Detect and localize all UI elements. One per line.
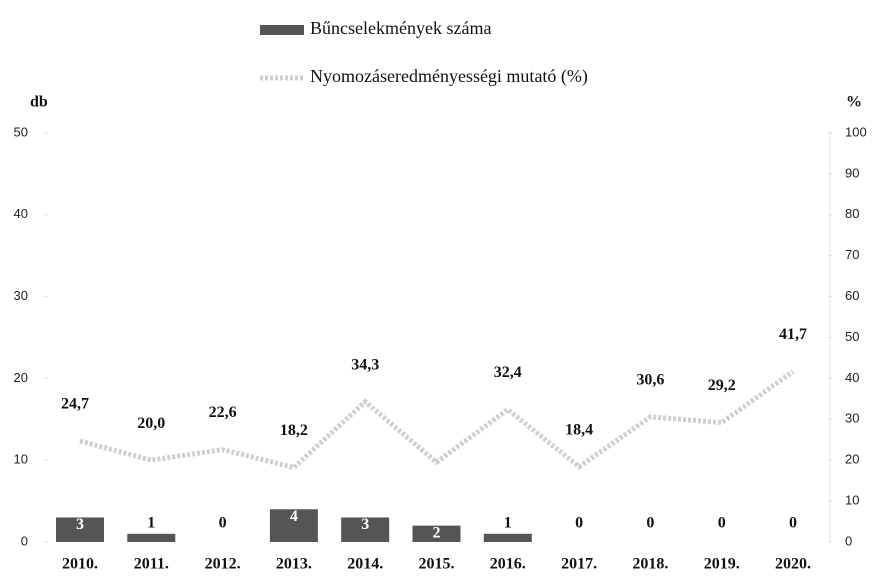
x-tick-label: 2010. — [62, 556, 98, 573]
y2-tick-label: 80 — [845, 206, 859, 221]
x-tick-label: 2012. — [205, 556, 241, 573]
y2-tick-label: 0 — [845, 533, 852, 548]
y2-tick-label: 90 — [845, 165, 859, 180]
bar-value-label: 0 — [789, 515, 797, 532]
bar-value-label: 0 — [219, 515, 227, 532]
y2-tick-label: 40 — [845, 370, 859, 385]
bar-value-label: 3 — [76, 516, 84, 533]
bar-value-label: 3 — [361, 516, 369, 533]
line-value-label: 24,7 — [61, 396, 89, 413]
y2-tick-label: 30 — [845, 411, 859, 426]
y-tick-label: 10 — [14, 452, 28, 467]
x-tick-label: 2016. — [490, 556, 526, 573]
y2-tick-label: 70 — [845, 247, 859, 262]
line-value-label: 32,4 — [494, 364, 522, 381]
bar-value-label: 1 — [147, 515, 155, 532]
y2-axis-title: % — [846, 94, 862, 111]
x-tick-label: 2020. — [775, 556, 811, 573]
bar — [56, 517, 104, 542]
line-value-label: 29,2 — [708, 377, 736, 394]
bar-value-label: 0 — [575, 515, 583, 532]
x-tick-label: 2015. — [419, 556, 455, 573]
line-value-label: 18,2 — [280, 422, 308, 439]
x-tick-label: 2014. — [347, 556, 383, 573]
x-tick-label: 2013. — [276, 556, 312, 573]
bar-value-label: 1 — [504, 515, 512, 532]
y2-tick-label: 10 — [845, 493, 859, 508]
x-tick-label: 2019. — [704, 556, 740, 573]
line-value-label: 41,7 — [779, 326, 807, 343]
y-tick-label: 40 — [14, 206, 28, 221]
legend-label: Nyomozáseredményességi mutató (%) — [310, 66, 588, 87]
bar — [483, 533, 532, 542]
bar-value-label: 2 — [433, 524, 441, 541]
y2-tick-label: 20 — [845, 452, 859, 467]
y-tick-label: 50 — [14, 124, 28, 139]
y2-tick-label: 100 — [845, 124, 867, 139]
line-value-label: 22,6 — [209, 404, 237, 421]
y2-tick-label: 60 — [845, 288, 859, 303]
x-tick-label: 2017. — [561, 556, 597, 573]
bar — [269, 509, 318, 542]
bar — [412, 525, 461, 542]
bar-value-label: 0 — [718, 515, 726, 532]
x-tick-label: 2011. — [134, 556, 169, 573]
x-tick-label: 2018. — [632, 556, 668, 573]
y-tick-label: 20 — [14, 370, 28, 385]
line-value-label: 18,4 — [565, 421, 593, 438]
y2-tick-label: 50 — [845, 329, 859, 344]
legend-swatch — [260, 25, 304, 35]
line-value-label: 30,6 — [636, 372, 664, 389]
bar-value-label: 4 — [290, 508, 298, 525]
line — [79, 369, 795, 471]
bar — [341, 517, 390, 542]
y-axis-title: db — [30, 94, 48, 111]
legend-label: Bűncselekmények száma — [310, 18, 491, 38]
line-value-label: 34,3 — [351, 356, 379, 373]
line-value-label: 20,0 — [137, 415, 165, 432]
y-tick-label: 30 — [14, 288, 28, 303]
bar-value-label: 0 — [646, 515, 654, 532]
bar — [127, 533, 176, 542]
y-tick-label: 0 — [21, 533, 28, 548]
